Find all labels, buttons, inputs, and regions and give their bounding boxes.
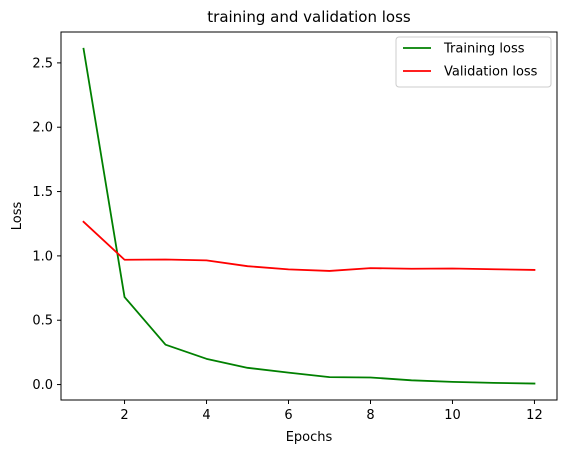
x-axis-label: Epochs [286,430,333,445]
y-tick-label: 2.0 [32,121,53,136]
legend-label-training: Training loss [443,42,525,57]
x-tick-label: 12 [526,408,543,423]
series-line-validation [82,220,536,272]
legend: Training loss Validation loss [395,36,552,88]
y-axis-ticks: 0.0 0.5 1.0 1.5 2.0 2.5 [32,56,61,393]
series-layer [82,47,536,385]
y-tick-label: 1.5 [32,185,53,200]
series-line-training [82,47,536,385]
x-tick-label: 6 [284,408,292,423]
y-tick-label: 2.5 [32,56,53,71]
y-tick-label: 0.5 [32,314,53,329]
y-tick-label: 0.0 [32,378,53,393]
x-tick-label: 4 [202,408,210,423]
legend-box [395,36,552,88]
x-tick-label: 2 [120,408,128,423]
y-tick-label: 1.0 [32,249,53,264]
y-axis-label: Loss [10,202,25,231]
legend-label-validation: Validation loss [444,65,538,80]
chart-title: training and validation loss [207,8,411,26]
plot-frame [60,31,558,401]
x-tick-label: 10 [444,408,461,423]
x-axis-ticks: 2 4 6 8 10 12 [120,400,543,423]
x-tick-label: 8 [366,408,374,423]
